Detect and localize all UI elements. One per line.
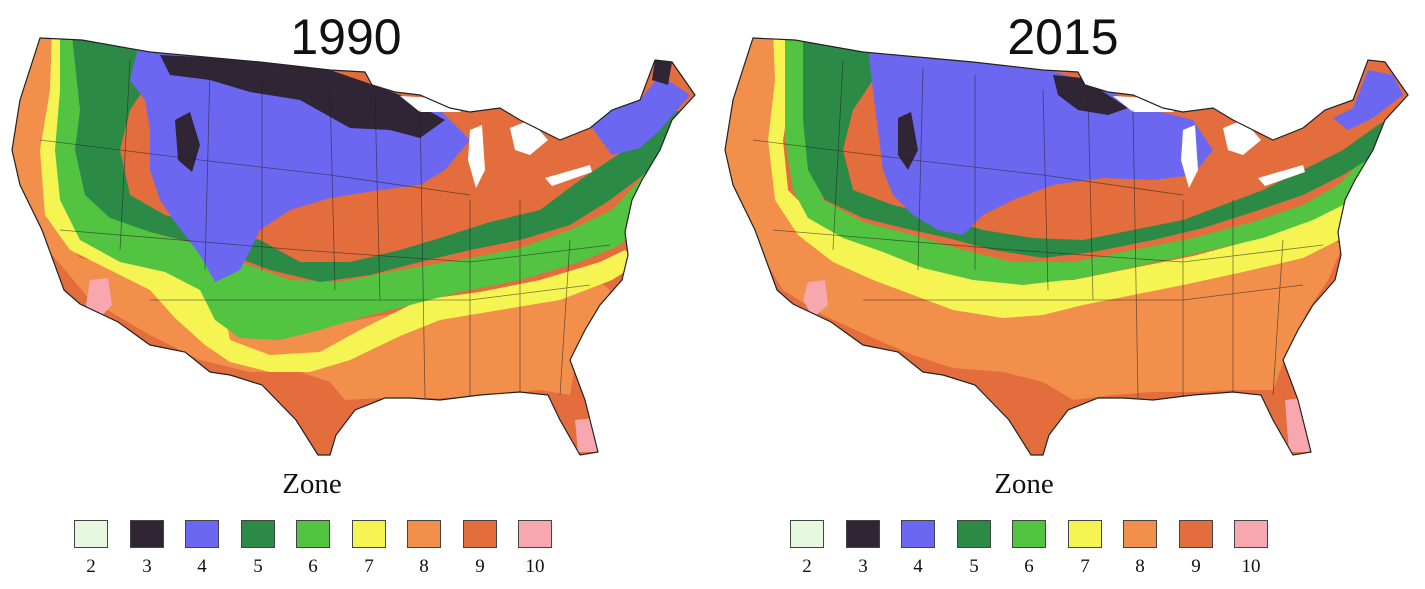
legend-item-zone-3: 3 xyxy=(846,520,880,580)
legend-label: 10 xyxy=(525,556,545,577)
legend-label: 5 xyxy=(969,556,979,577)
legend-item-zone-6: 6 xyxy=(1012,520,1046,580)
legend-label: 7 xyxy=(364,556,374,577)
legend-label: 9 xyxy=(1191,556,1201,577)
legend-label: 3 xyxy=(142,556,152,577)
legend-item-zone-5: 5 xyxy=(241,520,275,580)
legend-label: 2 xyxy=(86,556,96,577)
legend-item-zone-9: 9 xyxy=(463,520,497,580)
zone-map-1990 xyxy=(11,37,696,456)
legend-title: Zone xyxy=(282,468,342,500)
legend-item-zone-4: 4 xyxy=(185,520,219,580)
legend-swatch xyxy=(1012,520,1046,548)
legend-swatch xyxy=(130,520,164,548)
legend-swatch xyxy=(790,520,824,548)
map-panel-2015: 2015 Zone 2 3 4 5 6 7 8 9 10 xyxy=(713,0,1425,589)
legend-item-zone-2: 2 xyxy=(74,520,108,580)
legend-swatch xyxy=(463,520,497,548)
legend-label: 2 xyxy=(802,556,812,577)
legend-label: 10 xyxy=(1241,556,1261,577)
legend-label: 8 xyxy=(419,556,429,577)
legend-title: Zone xyxy=(994,468,1054,500)
legend-swatch xyxy=(1123,520,1157,548)
legend-swatch xyxy=(296,520,330,548)
map-panel-1990: 1990 Zone 2 3 4 5 6 7 8 9 10 xyxy=(0,0,712,589)
legend-label: 4 xyxy=(913,556,923,577)
legend-item-zone-2: 2 xyxy=(790,520,824,580)
legend-label: 4 xyxy=(197,556,207,577)
legend-label: 3 xyxy=(858,556,868,577)
legend-item-zone-9: 9 xyxy=(1179,520,1213,580)
legend-item-zone-10: 10 xyxy=(518,520,552,580)
zone-map-2015 xyxy=(724,37,1409,456)
legend-swatch xyxy=(1234,520,1268,548)
legend-item-zone-7: 7 xyxy=(352,520,386,580)
map-title-year: 1990 xyxy=(290,9,402,65)
legend-swatch xyxy=(846,520,880,548)
zone-legend: 2 3 4 5 6 7 8 9 10 xyxy=(790,520,1290,580)
legend-swatch xyxy=(185,520,219,548)
legend-swatch xyxy=(74,520,108,548)
legend-item-zone-8: 8 xyxy=(407,520,441,580)
legend-label: 9 xyxy=(475,556,485,577)
legend-item-zone-7: 7 xyxy=(1068,520,1102,580)
map-title-year: 2015 xyxy=(1007,9,1119,65)
legend-label: 6 xyxy=(308,556,318,577)
legend-item-zone-6: 6 xyxy=(296,520,330,580)
legend-label: 5 xyxy=(253,556,263,577)
legend-swatch xyxy=(957,520,991,548)
legend-swatch xyxy=(407,520,441,548)
legend-swatch xyxy=(241,520,275,548)
legend-swatch xyxy=(901,520,935,548)
legend-swatch xyxy=(518,520,552,548)
legend-swatch xyxy=(1068,520,1102,548)
legend-item-zone-10: 10 xyxy=(1234,520,1268,580)
legend-label: 7 xyxy=(1080,556,1090,577)
legend-swatch xyxy=(1179,520,1213,548)
legend-label: 8 xyxy=(1135,556,1145,577)
legend-swatch xyxy=(352,520,386,548)
legend-item-zone-4: 4 xyxy=(901,520,935,580)
legend-item-zone-8: 8 xyxy=(1123,520,1157,580)
legend-label: 6 xyxy=(1024,556,1034,577)
zone-legend: 2 3 4 5 6 7 8 9 10 xyxy=(74,520,574,580)
legend-item-zone-5: 5 xyxy=(957,520,991,580)
legend-item-zone-3: 3 xyxy=(130,520,164,580)
